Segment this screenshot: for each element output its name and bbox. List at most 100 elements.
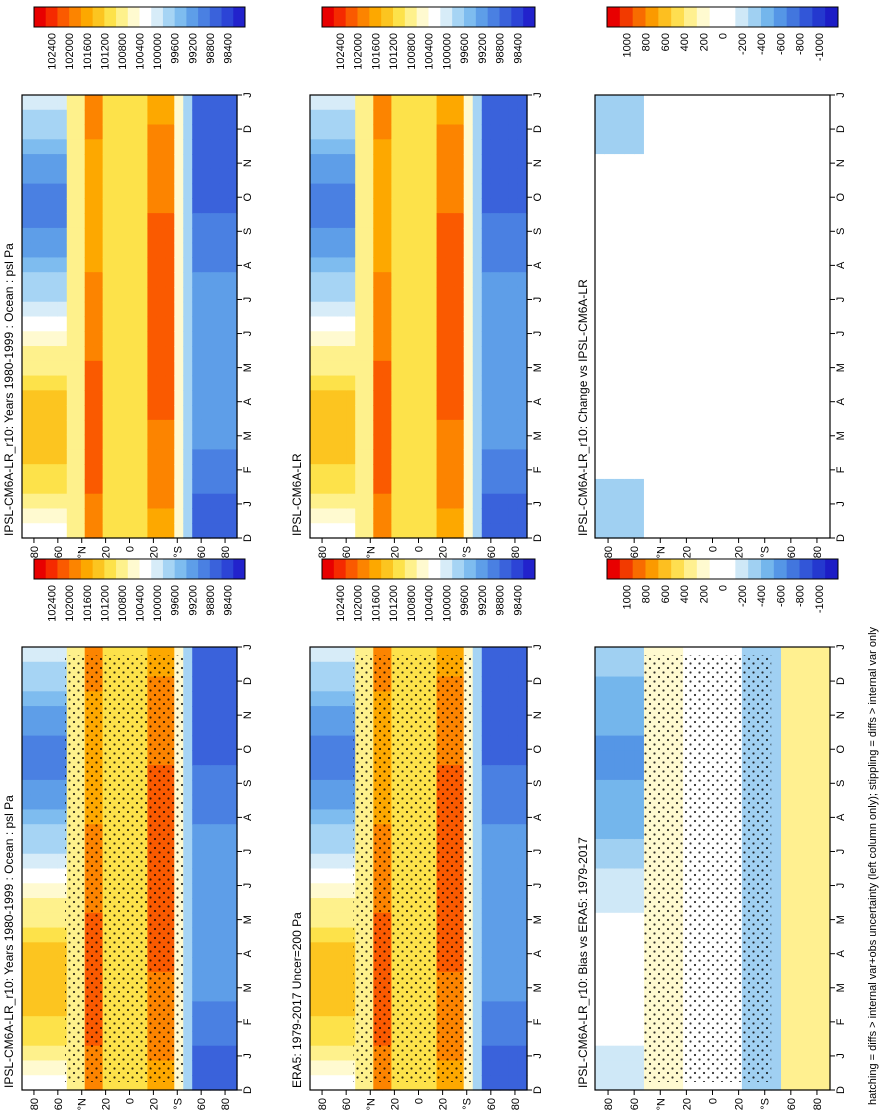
field-cell xyxy=(810,464,821,480)
field-cell xyxy=(346,1030,356,1047)
field-cell xyxy=(391,198,402,214)
field-cell xyxy=(228,390,238,406)
field-cell xyxy=(111,346,122,362)
colorbar-swatch xyxy=(428,559,441,579)
field-cell xyxy=(102,390,113,406)
field-cell xyxy=(156,493,166,510)
field-cell xyxy=(66,478,77,495)
field-cell xyxy=(820,183,831,199)
field-cell xyxy=(692,405,704,421)
field-cell xyxy=(481,750,492,766)
field-cell xyxy=(219,1045,229,1062)
field-cell xyxy=(624,124,635,140)
field-cell xyxy=(183,124,193,140)
field-cell xyxy=(508,464,519,480)
field-cell xyxy=(382,198,392,214)
lat-tick-label: °N xyxy=(655,546,667,558)
field-cell xyxy=(427,464,438,480)
field-cell xyxy=(337,139,347,155)
field-cell xyxy=(30,286,41,303)
field-cell xyxy=(111,1075,122,1091)
colorbar-label: -800 xyxy=(795,33,807,55)
field-cell xyxy=(337,1060,347,1076)
field-cell xyxy=(790,1030,802,1047)
field-cell xyxy=(30,375,41,391)
field-cell xyxy=(319,1075,329,1091)
field-cell xyxy=(111,242,122,259)
field-cell xyxy=(614,765,625,781)
field-cell xyxy=(490,109,501,126)
field-cell xyxy=(614,986,625,1002)
field-cell xyxy=(732,272,743,288)
field-cell xyxy=(337,868,347,884)
field-cell xyxy=(490,390,501,406)
field-cell xyxy=(120,213,131,229)
field-cell xyxy=(790,346,802,362)
field-cell xyxy=(192,868,202,884)
field-cell xyxy=(820,1030,831,1047)
field-cell xyxy=(454,523,465,539)
field-cell xyxy=(445,242,456,259)
field-cell xyxy=(48,95,59,111)
field-cell xyxy=(634,838,645,855)
field-cell xyxy=(39,301,50,318)
colorbar-label: 102400 xyxy=(47,585,59,622)
field-cell xyxy=(692,508,704,524)
field-cell xyxy=(39,647,50,663)
field-cell xyxy=(614,853,625,870)
field-cell xyxy=(319,301,329,318)
field-cell xyxy=(418,183,429,199)
field-cell xyxy=(319,242,329,259)
colorbar-swatch xyxy=(658,559,672,579)
field-cell xyxy=(57,286,68,303)
field-cell xyxy=(48,286,59,303)
field-cell xyxy=(445,464,456,480)
field-cell xyxy=(120,647,131,663)
field-cell xyxy=(310,523,320,539)
field-cell xyxy=(712,213,723,229)
field-cell xyxy=(391,227,402,244)
field-cell xyxy=(614,971,625,988)
field-cell xyxy=(445,1075,456,1091)
lat-tick-label: °S xyxy=(462,546,474,558)
field-cell xyxy=(364,139,374,155)
field-cell xyxy=(129,272,140,288)
field-cell xyxy=(30,124,41,140)
lat-tick-label: 20 xyxy=(101,546,113,558)
field-cell xyxy=(328,316,338,332)
field-cell xyxy=(634,971,645,988)
field-cell xyxy=(751,227,763,244)
field-cell xyxy=(472,868,483,884)
field-cell xyxy=(66,390,77,406)
field-cell xyxy=(22,647,32,663)
field-cell xyxy=(751,213,763,229)
field-cell xyxy=(48,242,59,259)
field-cell xyxy=(129,508,140,524)
field-cell xyxy=(183,95,193,111)
field-cell xyxy=(355,508,365,524)
field-cell xyxy=(614,434,625,450)
colorbar-swatch xyxy=(632,559,646,579)
colorbar-swatch xyxy=(381,7,394,27)
field-cell xyxy=(183,301,193,318)
field-cell xyxy=(790,838,802,855)
field-cell xyxy=(147,434,157,450)
field-cell xyxy=(472,478,483,495)
field-cell xyxy=(614,868,625,884)
field-cell xyxy=(174,272,184,288)
field-cell xyxy=(800,508,812,524)
field-cell xyxy=(741,405,753,421)
colorbar-swatch xyxy=(127,7,140,27)
field-cell xyxy=(346,493,356,510)
field-cell xyxy=(490,647,501,663)
field-cell xyxy=(382,257,392,273)
field-cell xyxy=(165,449,175,465)
field-cell xyxy=(111,257,122,273)
field-cell xyxy=(22,464,32,480)
field-cell xyxy=(30,419,41,436)
field-cell xyxy=(732,375,743,391)
colorbar-swatch xyxy=(487,7,500,27)
field-cell xyxy=(663,360,674,377)
field-cell xyxy=(771,272,782,288)
field-cell xyxy=(800,838,812,855)
